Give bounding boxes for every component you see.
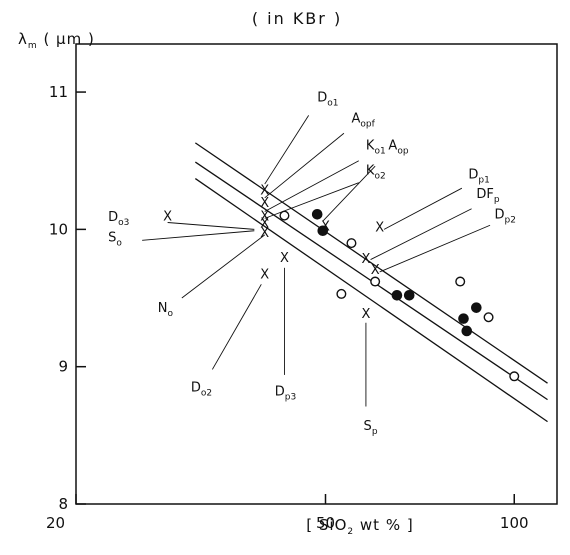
open-circle-point xyxy=(346,238,357,249)
filled-circle-point xyxy=(317,225,329,237)
chart-title: ( in KBr ) xyxy=(252,9,342,28)
y-tick-label: 9 xyxy=(58,358,68,376)
trend-line-3 xyxy=(194,178,548,423)
cross-point: X xyxy=(260,226,269,241)
leader-line xyxy=(167,222,255,230)
filled-circle-point xyxy=(403,289,415,301)
cross-point: X xyxy=(361,252,370,267)
y-tick-label: 11 xyxy=(49,83,68,101)
y-tick-label: 8 xyxy=(58,495,68,513)
open-circle-point xyxy=(509,371,520,382)
open-circle-point xyxy=(455,276,466,287)
annotation-label: Aopf xyxy=(351,111,375,129)
leader-line xyxy=(264,182,359,219)
filled-circle-point xyxy=(311,208,323,220)
y-axis-title: λm ( μm ) xyxy=(18,30,95,51)
leader-line xyxy=(264,160,359,212)
leader-line xyxy=(142,230,255,241)
annotation-label: Ko1 xyxy=(366,139,386,157)
cross-point: X xyxy=(321,219,330,234)
filled-circle-point xyxy=(458,313,469,324)
leader-line xyxy=(379,224,491,273)
annotation-label: No xyxy=(158,301,174,319)
x-tick-label: 20 xyxy=(46,514,65,532)
axis-ticks: 8 9 10 11 20 50 100 xyxy=(46,83,529,532)
leader-line xyxy=(181,234,266,299)
cross-point: X xyxy=(260,196,269,211)
filled-circle-point xyxy=(471,302,482,313)
x-tick-label: 100 xyxy=(500,514,529,532)
cross-point: X xyxy=(280,251,289,266)
x-tick-label: 50 xyxy=(316,514,335,532)
open-circle-point xyxy=(336,288,347,299)
annotation-label: Sp xyxy=(364,419,378,437)
leader-line xyxy=(264,132,345,199)
annotation-label: Dp1 xyxy=(468,168,489,186)
cross-point: X xyxy=(163,210,172,225)
annotation-label: Dp3 xyxy=(275,385,296,403)
annotation-label: Do1 xyxy=(317,91,338,109)
annotation-label: So xyxy=(108,231,122,249)
filled-circle-point xyxy=(391,289,403,301)
cross-point: X xyxy=(260,210,269,225)
cross-point: X xyxy=(375,221,384,236)
annotation-label: Aop xyxy=(388,139,408,157)
leader-line xyxy=(264,115,310,185)
leader-line xyxy=(383,187,463,230)
filled-circle-point xyxy=(461,325,473,337)
annotation-label: DFp xyxy=(476,187,500,205)
leader-line xyxy=(370,208,472,260)
plot-frame xyxy=(75,43,558,505)
x-axis-title: [ SiO2 wt % ] xyxy=(306,516,413,537)
cross-point: X xyxy=(260,267,269,282)
open-circle-point xyxy=(279,210,290,221)
annotation-label: Do3 xyxy=(108,210,129,228)
annotation-label: Ko2 xyxy=(366,163,386,181)
y-tick-label: 10 xyxy=(49,220,68,238)
annotation-leaders xyxy=(142,115,491,407)
cross-point: X xyxy=(260,217,269,232)
open-circle-point xyxy=(483,312,494,323)
annotation-label: Dp2 xyxy=(494,207,515,225)
leader-line xyxy=(211,284,262,370)
trend-line-1 xyxy=(194,142,548,384)
open-circle-point xyxy=(370,276,381,287)
cross-point: X xyxy=(361,307,370,322)
cross-point: X xyxy=(260,184,269,199)
cross-point: X xyxy=(371,263,380,278)
annotation-label: Do2 xyxy=(191,380,212,398)
leader-line xyxy=(322,165,376,222)
